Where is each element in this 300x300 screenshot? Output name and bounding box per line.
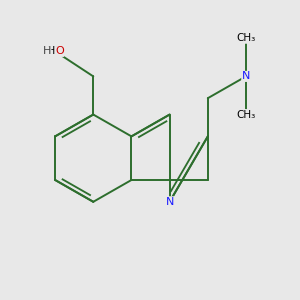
Text: N: N [165, 197, 174, 207]
Text: CH₃: CH₃ [236, 33, 256, 43]
Text: H: H [43, 46, 51, 56]
Text: CH₃: CH₃ [236, 110, 256, 120]
Text: N: N [242, 71, 250, 81]
Text: HO: HO [46, 46, 64, 56]
Text: O: O [55, 46, 64, 56]
